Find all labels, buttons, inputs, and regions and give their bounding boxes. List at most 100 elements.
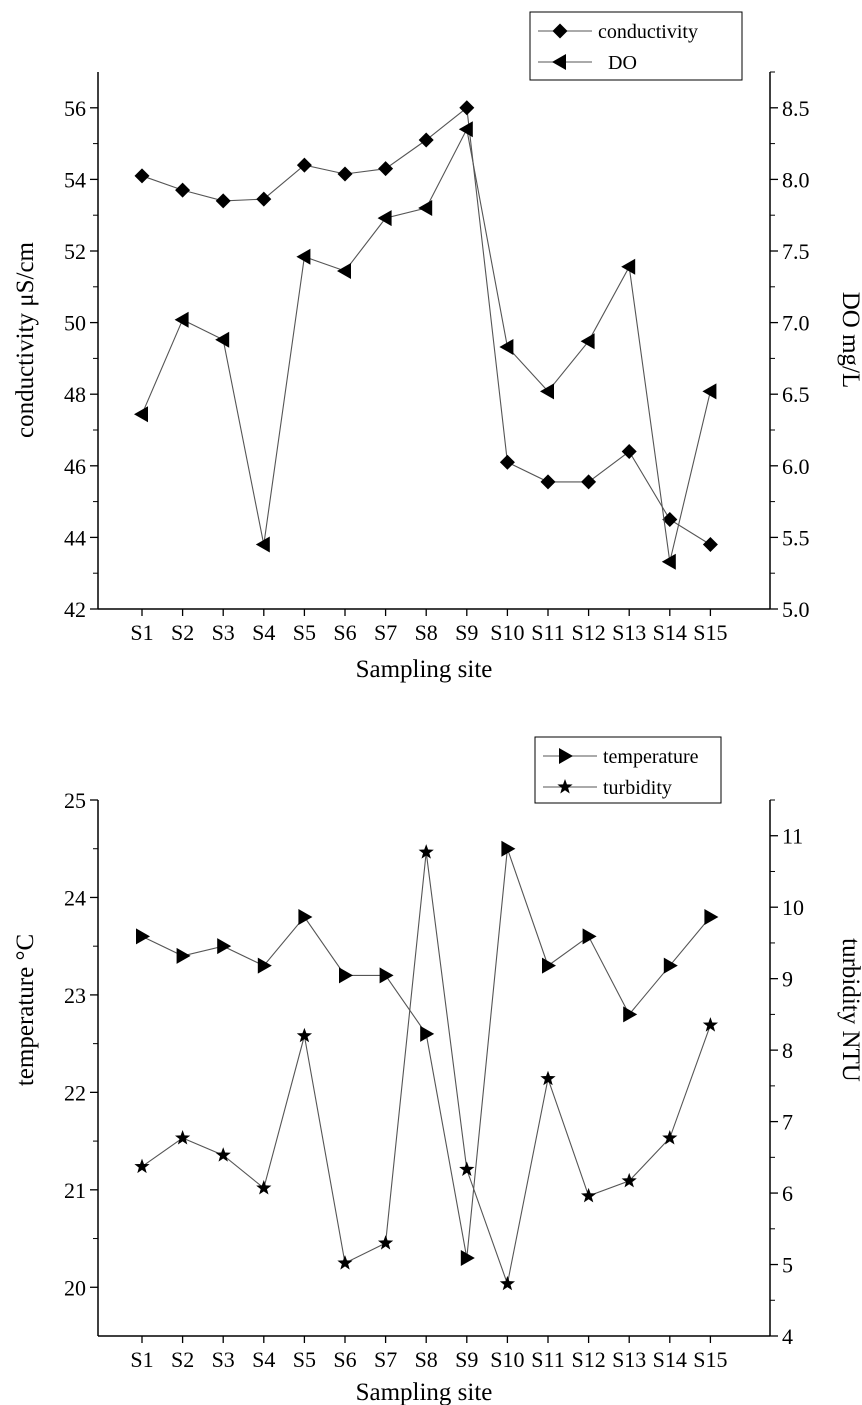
temperature-data-point [217,938,232,955]
legend-DO-marker [552,54,566,70]
temperature-data-point [176,947,191,964]
temperature-data-point [582,928,597,945]
left-tick-label: 54 [64,167,86,192]
conductivity-data-point [662,512,678,527]
temperature-data-point [379,967,394,984]
DO-data-point [296,248,311,265]
right-axis-title: turbidity NTU [837,938,862,1082]
left-axis-title: temperature °C [12,934,39,1086]
turbidity-data-point [621,1172,637,1188]
x-tick-label: S9 [455,620,478,645]
conductivity-data-point [215,193,231,209]
x-tick-label: S8 [415,1347,438,1372]
DO-data-point [174,311,189,328]
left-tick-label: 48 [64,382,86,407]
x-tick-label: S15 [693,1347,727,1372]
right-tick-label: 5 [782,1253,793,1278]
DO-data-point [418,200,433,217]
DO-data-point [621,258,636,275]
left-tick-label: 52 [64,239,86,264]
temperature-data-point [298,908,313,925]
right-tick-label: 6 [782,1181,793,1206]
x-tick-label: S6 [333,1347,356,1372]
x-tick-label: S14 [653,1347,687,1372]
turbidity-data-point [337,1255,353,1270]
right-tick-label: 11 [782,824,803,849]
right-tick-label: 9 [782,967,793,992]
legend: temperature turbidity [534,736,722,804]
left-tick-label: 56 [64,96,86,121]
turbidity-data-point [215,1147,231,1162]
turbidity-data-point [296,1027,313,1043]
turbidity-data-point [662,1130,678,1145]
turbidity-series-line [141,852,711,1286]
right-tick-label: 7.0 [782,311,810,336]
x-tick-label: S11 [531,620,564,645]
temperature-data-point [663,957,678,974]
conductivity-data-point [175,182,191,198]
DO-data-point [580,333,595,350]
legend-conductivity-label: conductivity [598,21,698,43]
turbidity-data-point [134,1158,150,1174]
temperature-data-point [420,1025,435,1042]
x-tick-label: S10 [490,620,524,645]
conductivity-data-point [378,161,394,177]
turbidity-data-point [540,1070,556,1086]
DO-data-point [540,383,554,400]
temperature-data-point [339,967,353,984]
conductivity-data-point [581,474,597,490]
DO-data-point [661,553,676,570]
left-axis-title: conductivity μS/cm [12,241,39,438]
DO-data-point [337,263,351,280]
x-tick-label: S2 [171,620,194,645]
right-tick-label: 5.5 [782,525,810,550]
x-tick-label: S2 [171,1347,194,1372]
x-tick-label: S10 [490,1347,524,1372]
temperature-data-point [460,1250,475,1267]
x-tick-label: S12 [571,620,605,645]
temperature-data-point [257,957,272,974]
x-tick-label: S4 [252,1347,275,1372]
turbidity-data-point [459,1161,475,1176]
DO-data-point [255,536,270,553]
DO-data-point [702,383,717,400]
legend-conductivity-marker [552,23,568,39]
right-tick-label: 7 [782,1110,793,1135]
turbidity-data-point [499,1275,516,1291]
legend-temperature-marker [559,748,573,764]
conductivity-data-point [256,191,272,207]
right-tick-label: 8.0 [782,167,810,192]
left-tick-label: 22 [64,1080,86,1105]
x-tick-label: S13 [612,620,646,645]
conductivity-data-point [296,157,312,173]
x-tick-label: S4 [252,620,275,645]
x-tick-label: S5 [293,1347,316,1372]
conductivity-series-line [141,106,711,546]
x-tick-label: S14 [653,620,687,645]
x-tick-label: S3 [212,1347,235,1372]
legend: conductivity DO [529,11,743,81]
DO-data-point [215,331,230,348]
left-tick-label: 21 [64,1178,86,1203]
right-tick-label: 5.0 [782,597,810,622]
DO-data-point [499,338,514,355]
temperature-data-point [501,840,516,857]
DO-data-point [377,210,392,227]
x-axis-title: Sampling site [356,1379,493,1405]
legend-box [534,736,722,804]
x-tick-label: S5 [293,620,316,645]
right-tick-label: 6.5 [782,382,810,407]
conductivity-data-point [418,132,434,148]
legend-turbidity-label: turbidity [603,777,672,799]
x-tick-label: S12 [571,1347,605,1372]
conductivity-data-point [499,454,515,470]
x-axis-title: Sampling site [356,656,493,683]
right-tick-label: 4 [782,1324,793,1349]
x-tick-label: S1 [130,1347,153,1372]
x-tick-label: S11 [531,1347,564,1372]
temperature-series-line [141,848,711,1259]
DO-data-point [134,406,148,423]
turbidity-data-point [580,1187,597,1203]
conductivity-data-point [540,474,556,490]
x-tick-label: S8 [415,620,438,645]
